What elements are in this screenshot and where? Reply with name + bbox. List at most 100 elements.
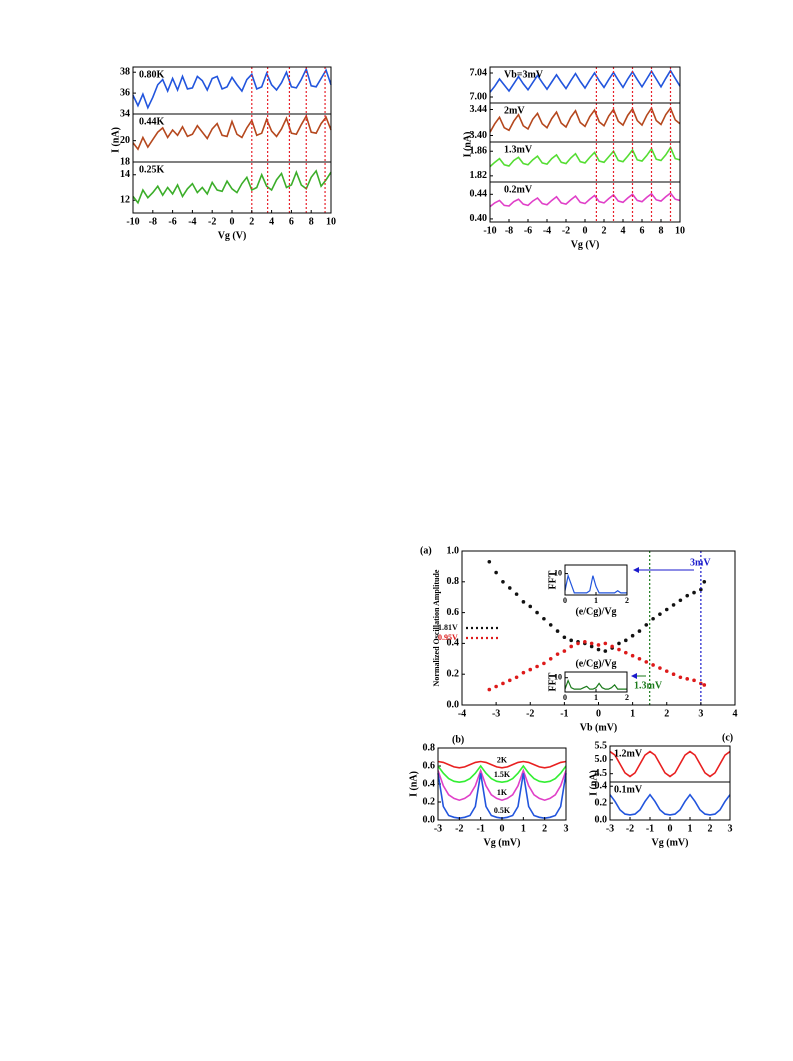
data-point bbox=[702, 580, 707, 584]
x-tick-label: 0 bbox=[583, 225, 588, 236]
y-tick-label: 18 bbox=[120, 156, 130, 167]
series-label: 0.25K bbox=[139, 164, 165, 175]
data-point bbox=[514, 675, 519, 680]
x-tick-label: 2 bbox=[542, 823, 547, 834]
y-tick-label: 3.44 bbox=[470, 104, 488, 115]
data-point bbox=[699, 587, 703, 592]
x-tick-label: -4 bbox=[458, 708, 466, 719]
y-tick-label: 4.5 bbox=[595, 768, 608, 779]
y-tick-label: 3.40 bbox=[470, 130, 488, 141]
x-tick-label: -8 bbox=[149, 216, 157, 227]
y-tick-label: 0.40 bbox=[470, 213, 488, 224]
data-point bbox=[603, 649, 608, 653]
data-point bbox=[487, 559, 492, 564]
y-tick-label: 14 bbox=[120, 169, 130, 180]
x-tick-label: 2 bbox=[625, 693, 629, 702]
x-tick-label: 8 bbox=[309, 216, 314, 227]
x-tick-label: -1 bbox=[476, 823, 484, 834]
y-tick-label: 34 bbox=[120, 108, 130, 119]
plot-background bbox=[565, 565, 627, 595]
x-tick-label: 8 bbox=[659, 225, 664, 236]
x-tick-label: -3 bbox=[492, 708, 500, 719]
series-label: 1.2mV bbox=[614, 748, 643, 759]
data-point bbox=[685, 677, 690, 681]
plot-background bbox=[610, 746, 730, 820]
x-tick-label: 6 bbox=[289, 216, 294, 227]
x-tick-label: 4 bbox=[269, 216, 274, 227]
y-axis-label: I (nA) bbox=[110, 127, 121, 153]
x-tick-label: -10 bbox=[126, 216, 139, 227]
data-point bbox=[630, 653, 635, 658]
data-line bbox=[489, 106, 681, 133]
y-tick-label: 0.4 bbox=[423, 778, 436, 789]
y-tick-label: 0.2 bbox=[595, 797, 608, 808]
data-point bbox=[702, 683, 707, 687]
data-point bbox=[501, 681, 505, 686]
legend-label: 0.95V bbox=[438, 633, 458, 642]
y-tick-label: 12 bbox=[120, 195, 130, 206]
data-point bbox=[658, 612, 662, 616]
y-tick-label: 1.0 bbox=[447, 545, 460, 556]
data-point bbox=[535, 664, 539, 669]
x-tick-label: 1 bbox=[688, 823, 693, 834]
x-tick-label: 2 bbox=[625, 596, 629, 605]
data-point bbox=[644, 660, 649, 664]
x-tick-label: -6 bbox=[524, 225, 532, 236]
data-point bbox=[521, 600, 526, 604]
y-tick-label: 0.4 bbox=[447, 638, 460, 649]
data-point bbox=[692, 590, 696, 595]
plot-background bbox=[438, 748, 566, 820]
y-tick-label: 0.6 bbox=[447, 607, 460, 618]
series-label: 2K bbox=[497, 756, 508, 765]
data-line bbox=[437, 760, 567, 769]
series-label: 1.5K bbox=[494, 770, 511, 779]
data-line bbox=[132, 66, 332, 110]
x-tick-label: -4 bbox=[543, 225, 551, 236]
data-point bbox=[630, 633, 635, 638]
y-axis-label: FFT bbox=[547, 570, 558, 589]
x-tick-label: 10 bbox=[326, 216, 336, 227]
data-point bbox=[692, 678, 696, 683]
x-tick-label: -2 bbox=[526, 708, 534, 719]
x-tick-label: 2 bbox=[664, 708, 669, 719]
data-point bbox=[664, 669, 669, 673]
data-point bbox=[521, 670, 526, 675]
x-tick-label: -10 bbox=[483, 225, 496, 236]
data-point bbox=[637, 629, 642, 633]
data-point bbox=[671, 672, 676, 676]
x-axis-label: Vg (V) bbox=[571, 239, 600, 250]
data-point bbox=[651, 663, 655, 667]
x-tick-label: 3 bbox=[698, 708, 703, 719]
y-tick-label: 0.2 bbox=[447, 668, 460, 679]
data-point bbox=[624, 650, 628, 655]
data-point bbox=[617, 647, 621, 652]
data-line bbox=[437, 768, 567, 802]
x-axis-label: Vg (V) bbox=[218, 230, 247, 241]
data-point bbox=[528, 667, 533, 672]
x-axis-label: (e/Cg)/Vg bbox=[575, 606, 616, 617]
data-point bbox=[494, 570, 498, 575]
y-axis-label: FFT bbox=[547, 672, 558, 691]
data-point bbox=[487, 687, 492, 692]
data-point bbox=[685, 593, 690, 598]
plot-background bbox=[133, 67, 331, 213]
data-line bbox=[609, 750, 731, 778]
data-point bbox=[624, 638, 628, 643]
x-tick-label: 1 bbox=[594, 693, 598, 702]
x-tick-label: 6 bbox=[640, 225, 645, 236]
data-point bbox=[589, 644, 594, 649]
y-tick-label: 0.4 bbox=[595, 781, 608, 792]
x-tick-label: 1 bbox=[521, 823, 526, 834]
series-label: 0.1mV bbox=[614, 784, 643, 795]
data-point bbox=[617, 641, 621, 646]
y-tick-label: 20 bbox=[120, 135, 130, 146]
data-line bbox=[489, 191, 681, 208]
data-point bbox=[658, 666, 662, 670]
x-tick-label: -2 bbox=[208, 216, 216, 227]
x-tick-label: -2 bbox=[562, 225, 570, 236]
data-point bbox=[507, 586, 512, 590]
x-tick-label: 2 bbox=[602, 225, 607, 236]
series-label: 0.5K bbox=[494, 806, 511, 815]
